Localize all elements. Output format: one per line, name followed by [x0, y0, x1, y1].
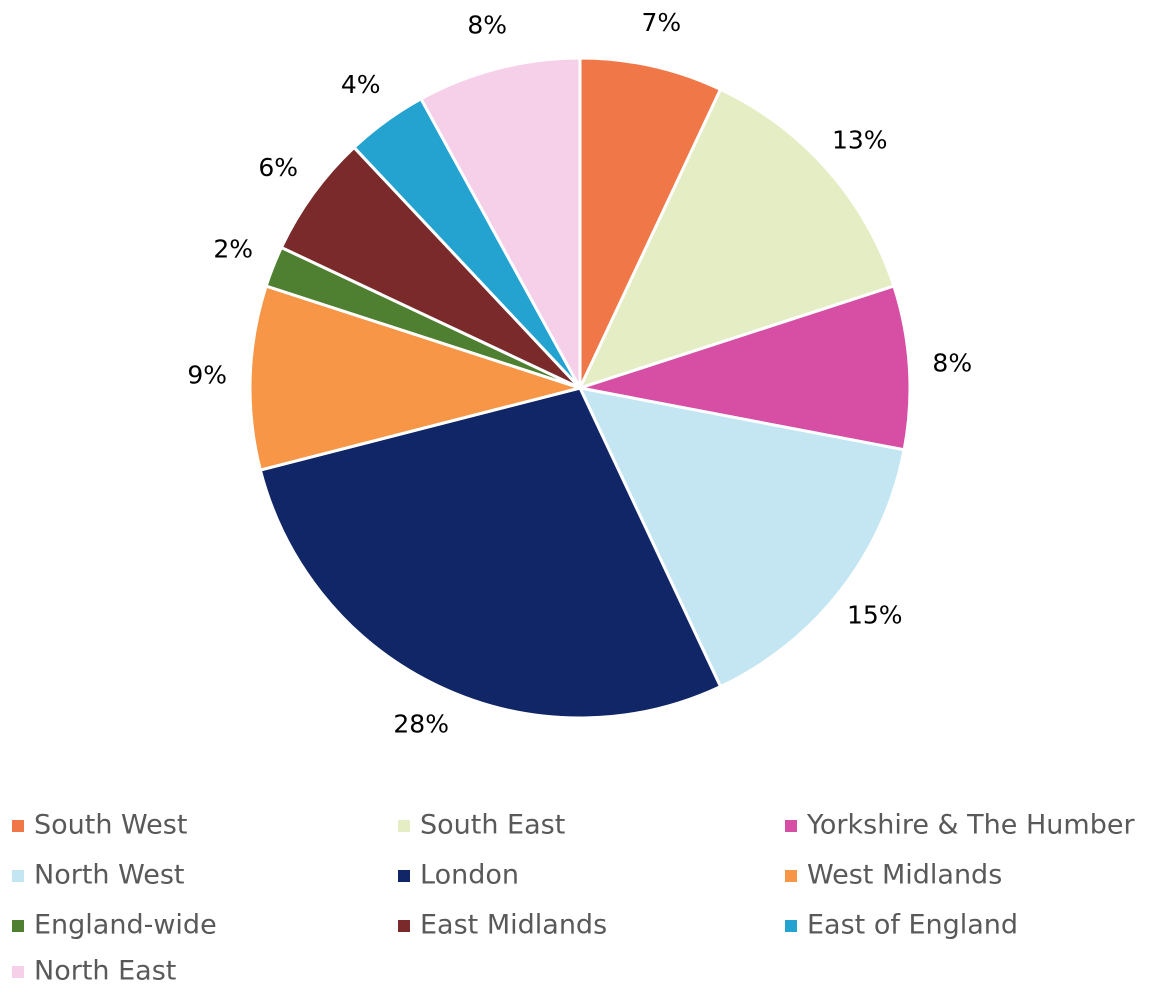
legend-swatch	[12, 920, 24, 932]
legend-label: North West	[34, 860, 184, 891]
legend-label: Yorkshire & The Humber	[806, 810, 1135, 841]
data-label: 28%	[393, 710, 449, 739]
legend-swatch	[12, 870, 24, 882]
data-label: 15%	[847, 601, 903, 630]
legend-swatch	[12, 966, 24, 978]
pie-slice	[279, 145, 582, 390]
data-label: 7%	[642, 8, 682, 37]
legend-label: North East	[34, 956, 176, 987]
legend-swatch	[398, 870, 410, 882]
data-label: 6%	[258, 153, 298, 182]
legend-swatch	[398, 920, 410, 932]
legend-swatch	[398, 820, 410, 832]
legend-swatch	[785, 820, 797, 832]
pie-slice	[248, 284, 586, 472]
legend-swatch	[785, 870, 797, 882]
legend-swatch	[785, 920, 797, 932]
legend-label: South East	[420, 810, 565, 841]
data-label: 13%	[832, 125, 888, 154]
legend-label: South West	[34, 810, 187, 841]
data-label: 9%	[187, 360, 227, 389]
legend-label: England-wide	[34, 910, 217, 941]
pie-slice	[577, 87, 896, 391]
pie-slice	[418, 56, 582, 389]
pie-slice	[577, 385, 906, 689]
legend-swatch	[12, 820, 24, 832]
legend-label: East Midlands	[420, 910, 607, 941]
legend-label: East of England	[807, 910, 1018, 941]
data-label: 8%	[467, 11, 507, 40]
data-label: 2%	[213, 235, 253, 264]
data-label: 8%	[932, 349, 972, 378]
pie-slice	[579, 284, 912, 452]
pie-slice	[578, 56, 723, 389]
legend-label: West Midlands	[807, 860, 1002, 891]
pie-slice	[258, 386, 723, 720]
legend-label: London	[420, 860, 519, 891]
data-label: 4%	[341, 70, 381, 99]
